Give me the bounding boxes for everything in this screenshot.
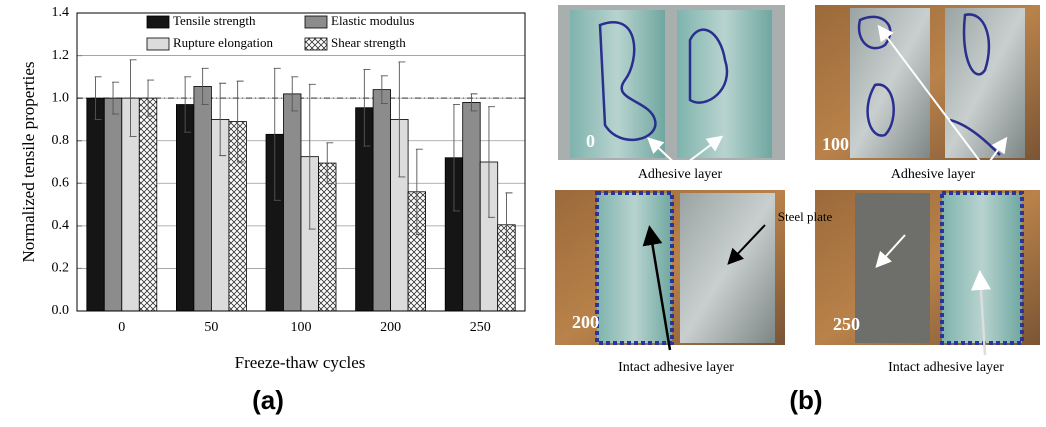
legend-swatch	[305, 38, 327, 50]
photo-caption: Adhesive layer	[891, 167, 976, 182]
y-tick-label: 1.4	[52, 5, 70, 20]
bar	[87, 98, 105, 311]
x-tick-label: 0	[118, 320, 125, 335]
legend-label: Tensile strength	[173, 13, 256, 28]
bar	[463, 102, 481, 311]
y-tick-label: 0.0	[52, 303, 70, 318]
legend-swatch	[147, 16, 169, 28]
x-axis-label: Freeze-thaw cycles	[235, 353, 366, 372]
photo-cycle-label: 0	[586, 131, 595, 151]
photo-cycle-label: 250	[833, 314, 860, 334]
bar	[176, 105, 194, 311]
bar	[194, 86, 212, 311]
y-tick-label: 1.2	[52, 48, 70, 63]
x-tick-label: 50	[204, 320, 218, 335]
bar	[139, 98, 157, 311]
specimen	[945, 8, 1025, 158]
legend-swatch	[147, 38, 169, 50]
specimen	[597, 193, 672, 343]
y-tick-label: 0.4	[52, 218, 70, 233]
figure: Normalized tensile properties Freeze-tha…	[0, 0, 1046, 422]
x-tick-label: 250	[470, 320, 491, 335]
photo-annotation: Steel plate	[778, 209, 833, 224]
legend-label: Elastic modulus	[331, 13, 414, 28]
y-tick-label: 0.2	[52, 261, 70, 276]
specimen	[855, 193, 930, 343]
photo-cycle-label: 100	[822, 134, 849, 154]
legend-swatch	[305, 16, 327, 28]
photo-caption: Intact adhesive layer	[888, 360, 1004, 375]
legend-label: Shear strength	[331, 35, 406, 50]
bar	[104, 98, 122, 311]
bar	[373, 90, 391, 311]
page: {"chart_data": {"type": "bar", "ylabel":…	[0, 0, 1046, 427]
bar	[284, 94, 302, 311]
panel-label: (b)	[789, 385, 822, 415]
y-tick-label: 1.0	[52, 90, 70, 105]
specimen	[680, 193, 775, 343]
y-tick-label: 0.6	[52, 176, 70, 191]
legend-label: Rupture elongation	[173, 35, 274, 50]
photo-caption: Intact adhesive layer	[618, 360, 734, 375]
x-tick-label: 100	[291, 320, 312, 335]
x-tick-label: 200	[380, 320, 401, 335]
panel-label: (a)	[252, 385, 284, 415]
y-tick-label: 0.8	[52, 133, 70, 148]
y-axis-label: Normalized tensile properties	[19, 61, 38, 262]
photo-cycle-label: 200	[572, 312, 599, 332]
photo-caption: Adhesive layer	[638, 167, 723, 182]
bar	[319, 163, 337, 311]
